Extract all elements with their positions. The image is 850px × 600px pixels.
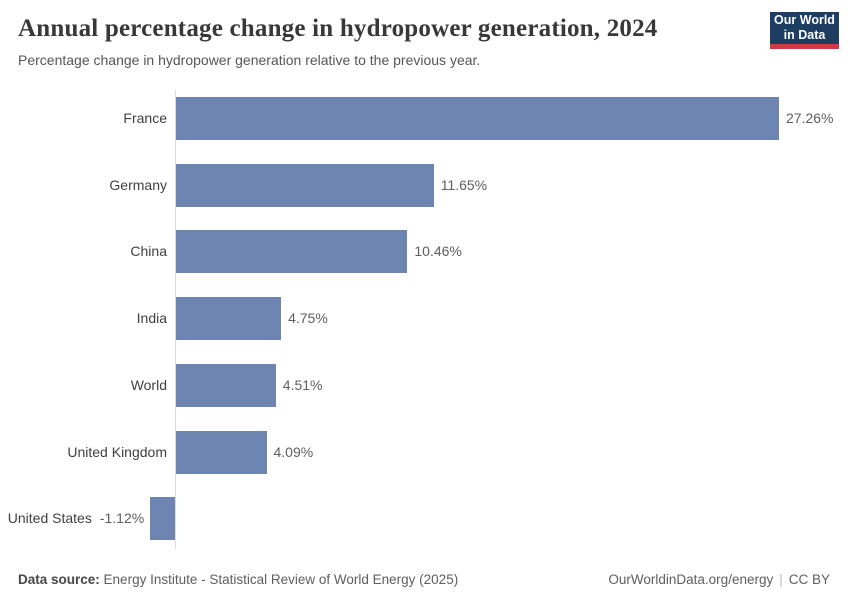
footer-url: OurWorldinData.org/energy: [608, 572, 774, 587]
data-source-label: Data source:: [18, 572, 100, 587]
value-label: 11.65%: [440, 176, 488, 193]
entity-label: France: [123, 110, 167, 126]
y-axis-line: [175, 90, 176, 549]
chart-subtitle: Percentage change in hydropower generati…: [18, 52, 481, 68]
bar-row: India 4.75%: [0, 297, 850, 341]
footer-license: CC BY: [788, 572, 830, 587]
bar-united-states[interactable]: [150, 497, 175, 541]
bar-chart-plot: France 27.26% Germany 11.65% China 10.46% Indi…: [0, 90, 850, 549]
bar-india[interactable]: [176, 297, 282, 341]
bar-united-kingdom[interactable]: [176, 430, 267, 474]
footer-separator: |: [779, 572, 783, 587]
value-label: 10.46%: [414, 243, 462, 260]
entity-label: China: [130, 243, 167, 260]
owid-logo-line2: in Data: [783, 28, 826, 42]
bar-france[interactable]: [176, 97, 779, 140]
bar-row: World 4.51%: [0, 363, 850, 407]
entity-label: Germany: [109, 176, 167, 193]
chart-footer: Data source: Energy Institute - Statisti…: [18, 572, 830, 587]
owid-logo-line1: Our World: [774, 13, 835, 27]
bar-row: Germany 11.65%: [0, 163, 850, 207]
data-source-value: Energy Institute - Statistical Review of…: [103, 572, 459, 587]
owid-logo[interactable]: Our World in Data: [770, 12, 839, 49]
value-label: 4.75%: [288, 310, 328, 327]
value-label: 4.09%: [273, 443, 314, 460]
bar-world[interactable]: [176, 363, 276, 407]
entity-label: United States: [7, 510, 92, 527]
bar-row: China 10.46%: [0, 230, 850, 274]
bar-row: United Kingdom 4.09%: [0, 430, 850, 474]
entity-label: World: [130, 376, 167, 393]
data-source-line: Data source: Energy Institute - Statisti…: [18, 572, 458, 587]
entity-label: India: [136, 310, 167, 327]
bar-row: France 27.26%: [0, 97, 850, 140]
value-label: -1.12%: [99, 510, 145, 527]
bar-germany[interactable]: [176, 163, 434, 207]
license-line: OurWorldinData.org/energy | CC BY: [608, 572, 830, 587]
value-label: 27.26%: [786, 110, 834, 126]
neg-label-group: United States -1.12%: [8, 497, 144, 540]
bar-china[interactable]: [176, 230, 408, 274]
entity-label: United Kingdom: [67, 443, 167, 460]
bar-row: United States -1.12%: [0, 497, 850, 541]
page-title: Annual percentage change in hydropower g…: [18, 15, 658, 42]
value-label: 4.51%: [282, 376, 323, 393]
